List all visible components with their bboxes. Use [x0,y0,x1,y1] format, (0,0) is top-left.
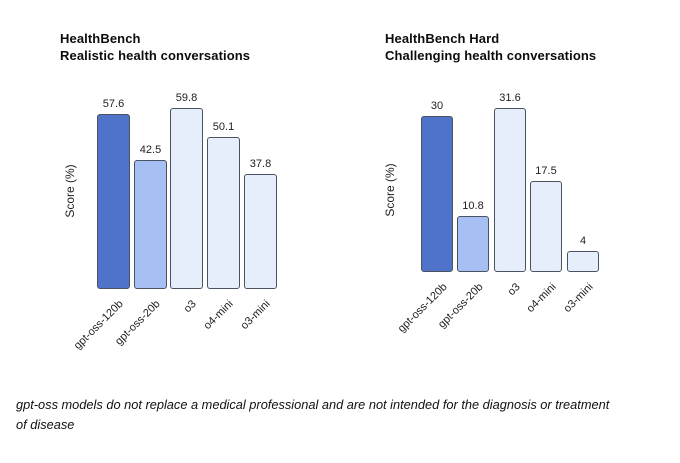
footnote-line: of disease [16,417,75,433]
bar-gpt-oss-120b [421,116,453,272]
y-axis-label: Score (%) [383,163,397,217]
bar-gpt-oss-20b [457,216,489,272]
chart-subtitle: Challenging health conversations [385,48,597,63]
bar-o3 [494,108,526,272]
bar-value-label: 31.6 [499,92,521,104]
chart-subtitle: Realistic health conversations [60,48,251,63]
x-tick-label: o3-mini [561,281,596,315]
chart-title: HealthBench [60,31,141,46]
bar-o4-mini [530,181,562,272]
bar-value-label: 17.5 [535,165,557,177]
bar-value-label: 4 [579,235,587,247]
bar-gpt-oss-20b [134,160,167,289]
footnote-line: gpt-oss models do not replace a medical … [16,396,610,412]
bar-o4-mini [207,137,240,289]
x-tick-label: o3 [505,281,523,299]
bar-value-label: 50.1 [212,121,235,133]
footnote: gpt-oss models do not replace a medical … [16,395,656,436]
x-tick-label: o3-mini [238,298,273,332]
y-axis-label: Score (%) [63,164,77,218]
bar-gpt-oss-120b [97,114,130,289]
bar-value-label: 10.8 [462,200,484,212]
bar-value-label: 57.6 [102,98,125,110]
bar-value-label: 59.8 [175,92,198,104]
x-tick-label: o4-mini [524,281,559,315]
bar-value-label: 42.5 [139,144,162,156]
chart-title-block: HealthBench Realistic health conversatio… [60,30,360,64]
bar-value-label: 30 [430,100,444,112]
bar-o3-mini [567,251,599,272]
bar-value-label: 37.8 [249,158,272,170]
x-tick-label: o3 [181,298,199,316]
chart-title: HealthBench Hard [385,31,500,46]
bar-o3-mini [244,174,277,289]
x-tick-label: o4-mini [201,298,236,332]
bar-o3 [170,108,203,289]
chart-title-block: HealthBench Hard Challenging health conv… [385,30,680,64]
